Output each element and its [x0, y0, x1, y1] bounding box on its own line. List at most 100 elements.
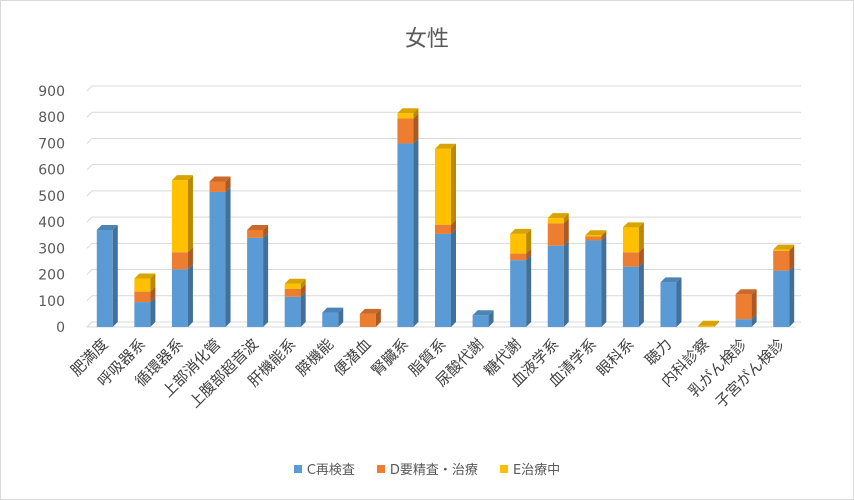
bar-segment-side: [375, 308, 381, 327]
bar-segment: [547, 245, 564, 327]
bar-segment: [622, 266, 639, 327]
bar-segment-side: [563, 240, 569, 327]
bar-top: [660, 277, 682, 283]
bar-segment-side: [150, 297, 156, 327]
bar-segment: [547, 218, 564, 224]
bar-top: [735, 289, 757, 295]
bar-top: [698, 320, 720, 326]
bar-top: [247, 224, 269, 230]
bar-segment-side: [451, 228, 456, 327]
bar-segment-side: [488, 310, 494, 327]
bar-segment-side: [263, 232, 269, 327]
bar-segment: [209, 181, 226, 192]
x-tick-label: 便潜血: [330, 335, 375, 380]
bar-segment-side: [451, 219, 456, 234]
bar-segment-side: [714, 320, 720, 327]
bar-segment: [322, 312, 339, 327]
bar-segment: [134, 302, 151, 327]
gridline-side: [86, 295, 93, 302]
legend-label-e: E治療中: [512, 463, 561, 478]
bar-top: [472, 310, 494, 316]
bar-segment: [585, 240, 602, 327]
bar-segment-side: [300, 278, 306, 289]
bar-segment: [359, 313, 376, 327]
bar-segment: [547, 223, 564, 246]
bar-segment-side: [526, 248, 532, 261]
y-tick-label: 400: [38, 215, 65, 231]
bar-segment-side: [300, 283, 306, 297]
gridline-side: [86, 242, 93, 249]
legend-item-d: D要精査・治療: [376, 459, 478, 478]
bar-segment: [134, 278, 151, 292]
bar-segment: [96, 229, 113, 327]
bar-segment-side: [413, 113, 419, 144]
bar-segment: [660, 282, 677, 327]
legend-label-c: C再検査: [306, 463, 355, 478]
y-tick-label: 600: [38, 163, 65, 179]
bar-segment-side: [638, 222, 644, 253]
bar-segment: [134, 291, 151, 303]
legend-swatch-e: [499, 464, 508, 473]
bar-top: [547, 213, 569, 219]
bar-segment-side: [413, 108, 419, 119]
y-tick-label: 200: [38, 268, 65, 284]
gridline-side: [86, 85, 93, 92]
bar-segment: [209, 191, 226, 327]
bar-segment: [397, 143, 414, 327]
bar-segment-side: [112, 224, 118, 327]
bar-top: [510, 228, 532, 234]
bar-top: [773, 244, 795, 250]
bar-segment-side: [563, 213, 569, 224]
y-tick-label: 800: [38, 110, 65, 126]
bar-segment: [171, 180, 188, 253]
bar-segment: [510, 233, 527, 254]
y-tick-label: 0: [56, 320, 65, 336]
bar-segment-side: [789, 244, 795, 251]
bar-segment: [510, 253, 527, 261]
bar-segment-side: [338, 307, 344, 327]
bar-top: [397, 108, 419, 114]
bar-segment-side: [150, 273, 156, 292]
bar-segment: [247, 229, 264, 238]
bar-segment-side: [451, 143, 456, 225]
y-tick-label: 100: [38, 294, 65, 310]
gridline-side: [86, 269, 93, 275]
gridline-side: [86, 216, 93, 223]
bar-top: [622, 222, 644, 228]
bar-segment: [622, 227, 639, 253]
legend-item-c: C再検査: [293, 459, 355, 478]
y-tick-label: 300: [38, 241, 65, 257]
y-tick-label: 900: [38, 84, 65, 100]
y-tick-label: 700: [38, 136, 65, 152]
bar-segment: [735, 319, 752, 327]
legend-label-d: D要精査・治療: [389, 463, 478, 478]
bar-segment: [585, 236, 602, 241]
bar-top: [134, 273, 156, 279]
bar-top: [585, 230, 607, 236]
bar-segment-side: [187, 175, 193, 253]
bar-segment-side: [601, 235, 607, 327]
bar-top: [322, 307, 344, 313]
bar-segment: [698, 325, 715, 327]
bar-segment-side: [563, 218, 569, 246]
bar-segment-side: [676, 277, 682, 327]
bar-segment-side: [150, 286, 156, 303]
bar-segment-side: [300, 291, 306, 327]
bar-top: [359, 308, 381, 314]
bar-top: [96, 224, 118, 230]
bar-segment-side: [526, 255, 532, 327]
legend-swatch-c: [293, 464, 302, 473]
bar-segment-side: [638, 261, 644, 327]
gridline-side: [86, 190, 93, 197]
bar-segment-side: [751, 289, 757, 320]
bar-segment-side: [225, 176, 231, 192]
legend-swatch-d: [376, 464, 385, 473]
gridline-side: [86, 321, 93, 328]
bar-segment: [773, 270, 790, 327]
bar-segment: [435, 148, 451, 225]
bar-segment-side: [638, 247, 644, 267]
bar-segment-side: [413, 138, 419, 327]
bar-segment: [435, 224, 451, 234]
x-tick-label: 眼科系: [593, 335, 638, 380]
bar-top: [171, 175, 193, 181]
